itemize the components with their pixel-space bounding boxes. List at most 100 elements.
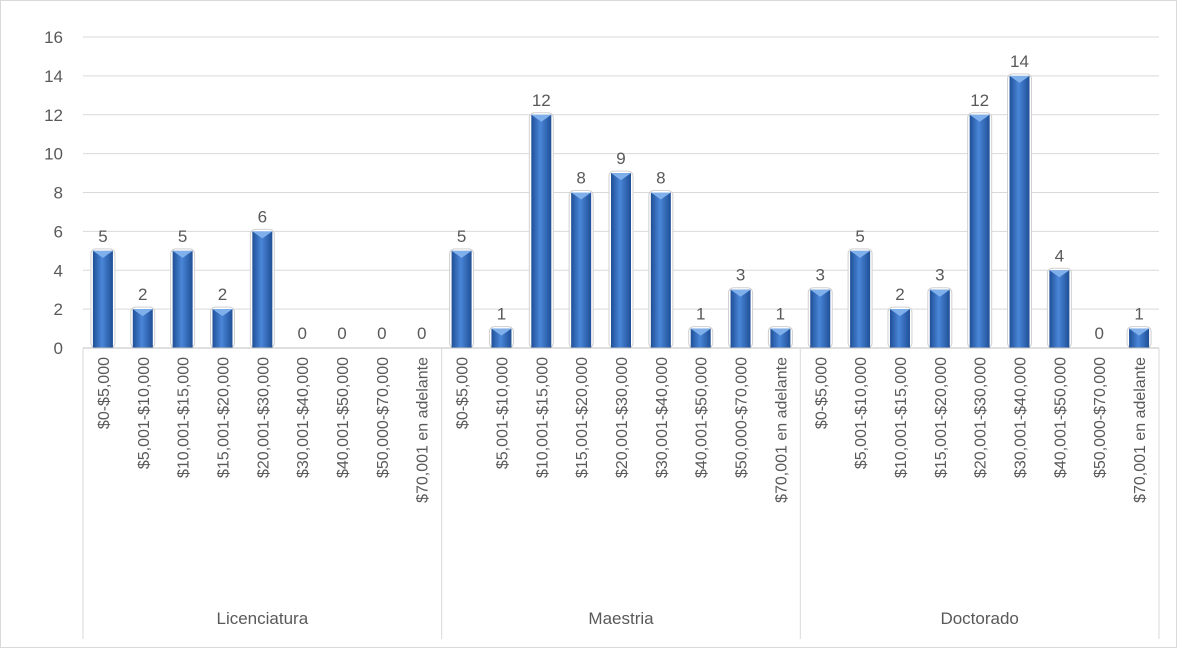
x-tick-label: $10,001-$15,000 <box>534 357 551 478</box>
y-tick-label: 12 <box>44 106 63 125</box>
x-tick-label: $0-$5,000 <box>455 357 472 429</box>
x-tick-label: $70,001 en adelante <box>415 357 432 503</box>
data-label: 2 <box>218 285 227 304</box>
bar-cap <box>212 309 233 317</box>
bar-cap <box>172 250 193 258</box>
bar <box>531 114 552 348</box>
bar-cap <box>850 250 871 258</box>
bar <box>252 231 273 348</box>
bar-cap <box>451 250 472 258</box>
data-label: 1 <box>497 305 506 324</box>
bars <box>90 73 1152 349</box>
bar-cap <box>810 289 831 297</box>
bar-cap <box>1009 75 1030 83</box>
data-label: 12 <box>532 91 551 110</box>
y-tick-label: 2 <box>54 300 63 319</box>
x-tick-label: $5,001-$10,000 <box>494 357 511 469</box>
bar <box>730 289 751 348</box>
bar-cap <box>1049 270 1070 278</box>
bar <box>1049 270 1070 348</box>
bar <box>92 250 113 348</box>
bar <box>690 328 711 348</box>
data-label: 2 <box>895 285 904 304</box>
x-tick-label: $15,001-$20,000 <box>933 357 950 478</box>
y-tick-label: 14 <box>44 67 63 86</box>
x-tick-label: $5,001-$10,000 <box>853 357 870 469</box>
data-label: 1 <box>1134 305 1143 324</box>
data-label: 2 <box>138 285 147 304</box>
bar-cap <box>1129 328 1150 336</box>
bar-cap <box>889 309 910 317</box>
x-tick-label: $50,000-$70,000 <box>375 357 392 478</box>
x-tick-label: $20,001-$30,000 <box>973 357 990 478</box>
data-label: 0 <box>337 324 346 343</box>
data-label: 5 <box>855 227 864 246</box>
data-label: 5 <box>98 227 107 246</box>
data-label: 6 <box>258 207 267 226</box>
group-label: Maestria <box>588 609 654 628</box>
y-tick-label: 4 <box>54 261 63 280</box>
data-label: 0 <box>1094 324 1103 343</box>
bar <box>770 328 791 348</box>
bar-cap <box>571 192 592 200</box>
x-tick-label: $20,001-$30,000 <box>614 357 631 478</box>
bar <box>650 192 671 348</box>
data-label: 14 <box>1010 52 1029 71</box>
x-tick-label: $50,000-$70,000 <box>1092 357 1109 478</box>
bar <box>850 250 871 348</box>
bar-cap <box>730 289 751 297</box>
data-label: 3 <box>816 266 825 285</box>
bar-cap <box>531 114 552 122</box>
x-tick-label: $40,001-$50,000 <box>335 357 352 478</box>
x-tick-label: $20,001-$30,000 <box>255 357 272 478</box>
bar <box>212 309 233 348</box>
bar <box>889 309 910 348</box>
x-tick-label: $40,001-$50,000 <box>1052 357 1069 478</box>
data-label: 5 <box>457 227 466 246</box>
x-tick-label: $15,001-$20,000 <box>574 357 591 478</box>
bar <box>1129 328 1150 348</box>
bar-cap <box>252 231 273 239</box>
x-tick-label: $70,001 en adelante <box>773 357 790 503</box>
data-label: 3 <box>935 266 944 285</box>
bar <box>451 250 472 348</box>
bar-cap <box>92 250 113 258</box>
y-tick-label: 16 <box>44 28 63 47</box>
bar <box>810 289 831 348</box>
bar <box>491 328 512 348</box>
bar <box>929 289 950 348</box>
bar-cap <box>650 192 671 200</box>
x-tick-label: $40,001-$50,000 <box>694 357 711 478</box>
y-tick-label: 8 <box>54 184 63 203</box>
bar-cap <box>611 173 631 181</box>
data-labels: 5 2 5 2 6 0 0 0 0 5 1 12 8 9 8 1 3 1 3 5 2 3 12 14 4 0 1 <box>98 52 1144 343</box>
bar <box>571 192 592 348</box>
group-label: Doctorado <box>940 609 1018 628</box>
bar <box>969 114 990 348</box>
data-label: 4 <box>1055 246 1064 265</box>
data-label: 0 <box>417 324 426 343</box>
x-tick-label: $70,001 en adelante <box>1132 357 1149 503</box>
x-tick-label: $0-$5,000 <box>813 357 830 429</box>
data-label: 0 <box>377 324 386 343</box>
data-label: 5 <box>178 227 187 246</box>
y-tick-label: 0 <box>54 339 63 358</box>
x-tick-label: $30,001-$40,000 <box>1013 357 1030 478</box>
group-label: Licenciatura <box>216 609 308 628</box>
bar <box>611 173 631 348</box>
bar <box>132 309 153 348</box>
x-tick-label: $30,001-$40,000 <box>295 357 312 478</box>
x-axis-category-labels: $0-$5,000 $5,001-$10,000 $10,001-$15,000 $1… <box>96 357 1149 503</box>
bar-cap <box>132 309 153 317</box>
bar <box>172 250 193 348</box>
data-label: 8 <box>576 169 585 188</box>
data-label: 8 <box>656 169 665 188</box>
y-tick-label: 10 <box>44 145 63 164</box>
y-tick-label: 6 <box>54 222 63 241</box>
bar <box>1009 75 1030 348</box>
data-label: 12 <box>970 91 989 110</box>
bar-cap <box>929 289 950 297</box>
x-tick-label: $15,001-$20,000 <box>215 357 232 478</box>
x-tick-label: $30,001-$40,000 <box>654 357 671 478</box>
